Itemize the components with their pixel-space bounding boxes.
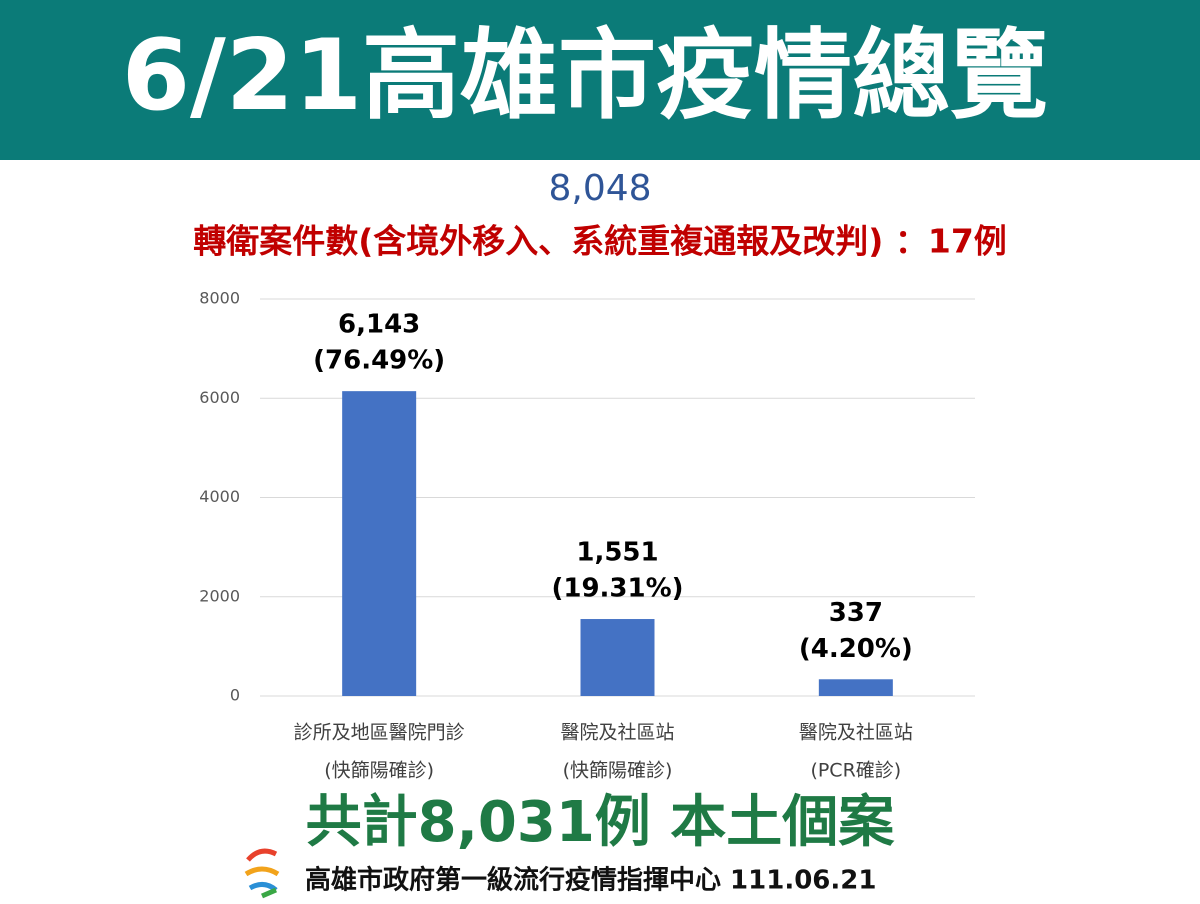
y-tick-label: 6000 (199, 388, 240, 407)
share-label: (4.20%) (799, 634, 913, 664)
x-tick-label: (PCR確診) (810, 760, 901, 782)
x-tick-label: 診所及地區醫院門診 (294, 722, 465, 744)
bar (342, 391, 417, 696)
logo (244, 848, 280, 899)
logo-stroke (246, 848, 278, 862)
x-tick-label: (快篩陽確診) (563, 760, 673, 782)
value-label: 337 (829, 598, 883, 628)
value-label: 6,143 (338, 310, 420, 340)
bar (580, 619, 655, 696)
y-tick-label: 4000 (199, 487, 240, 506)
logo-stroke (261, 887, 277, 899)
summary: 共計8,031例 本土個案 (306, 790, 896, 855)
header-title: 6/21高雄市疫情總覽 (122, 19, 1048, 133)
x-tick-label: 醫院及社區站 (799, 722, 913, 744)
share-label: (19.31%) (551, 574, 683, 604)
source: 高雄市政府第一級流行疫情指揮中心 111.06.21 (305, 865, 876, 896)
total: 8,048 (548, 168, 651, 209)
bar (818, 679, 893, 696)
note: 轉衛案件數(含境外移入、系統重複通報及改判) ：17例 (193, 222, 1007, 261)
value-label: 1,551 (576, 538, 658, 568)
header-band (0, 0, 1200, 160)
x-tick-label: (快篩陽確診) (324, 760, 434, 782)
y-tick-label: 8000 (199, 289, 240, 308)
x-tick-label: 醫院及社區站 (560, 722, 674, 744)
y-tick-label: 2000 (199, 586, 240, 605)
share-label: (76.49%) (313, 346, 445, 376)
y-tick-label: 0 (230, 686, 240, 705)
logo-stroke (244, 866, 280, 877)
